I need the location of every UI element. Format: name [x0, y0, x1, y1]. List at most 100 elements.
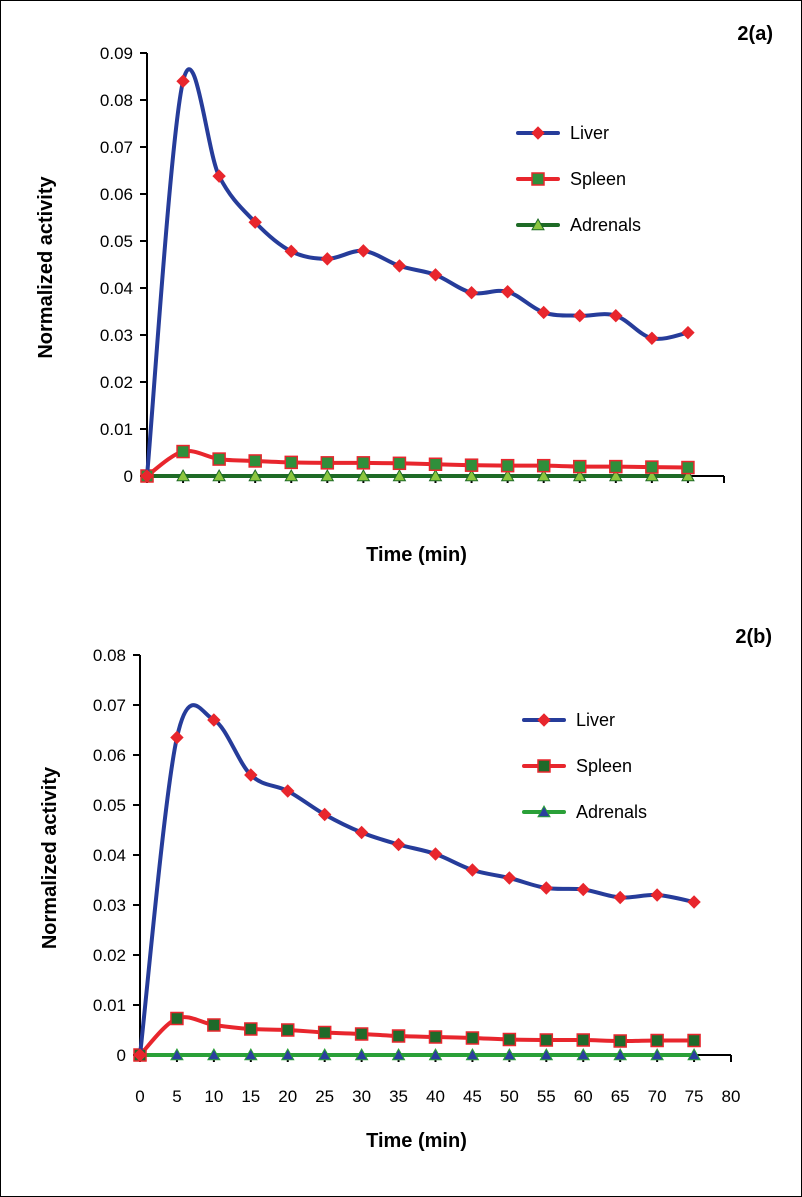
x-tick-label: 60	[574, 1087, 593, 1106]
data-point-liver	[681, 325, 695, 340]
data-point-liver	[500, 285, 515, 299]
y-axis-title: Normalized activity	[35, 175, 57, 358]
x-axis-title: Time (min)	[366, 544, 467, 566]
data-point-adrenals	[687, 1047, 701, 1061]
data-point-spleen	[428, 1030, 443, 1044]
data-point-spleen	[687, 1033, 701, 1048]
data-point-spleen	[428, 457, 443, 471]
x-tick-label: 65	[611, 1087, 630, 1106]
data-point-liver	[609, 309, 623, 323]
data-point-spleen	[170, 1011, 184, 1026]
series-line-spleen	[138, 1015, 697, 1057]
legend-marker-adrenals	[537, 804, 551, 818]
x-axis-title: Time (min)	[366, 1130, 467, 1152]
data-point-liver	[176, 74, 190, 88]
y-tick-label: 0.05	[100, 232, 133, 251]
data-point-spleen	[573, 459, 587, 474]
data-point-adrenals	[248, 468, 263, 482]
data-point-liver	[502, 871, 517, 885]
y-tick-label: 0.02	[93, 946, 126, 965]
data-point-adrenals	[502, 1047, 517, 1061]
legend-label-spleen: Spleen	[570, 169, 626, 189]
data-point-adrenals	[681, 468, 695, 482]
legend: Liver Spleen Adrenals	[522, 710, 647, 822]
x-tick-label: 80	[722, 1087, 741, 1106]
data-point-adrenals	[572, 468, 587, 482]
legend-marker-adrenals	[531, 217, 545, 231]
data-point-adrenals	[356, 468, 371, 482]
y-tick-label: 0.04	[93, 846, 126, 865]
data-point-spleen	[392, 456, 407, 471]
data-point-spleen	[539, 1033, 554, 1047]
x-tick-label: 25	[315, 1087, 334, 1106]
data-point-spleen	[645, 460, 659, 474]
x-tick-label: 30	[352, 1087, 371, 1106]
data-point-liver	[536, 305, 551, 320]
panel-label: 2(b)	[735, 626, 772, 648]
x-tick-label: 20	[278, 1087, 297, 1106]
legend-marker-liver	[531, 126, 545, 140]
y-tick-label: 0.02	[100, 373, 133, 392]
data-point-adrenals	[320, 468, 335, 482]
legend: Liver Spleen Adrenals	[516, 123, 641, 235]
data-point-liver	[428, 847, 443, 861]
data-point-spleen	[317, 1025, 332, 1040]
data-point-adrenals	[354, 1047, 369, 1061]
x-tick-label: 5	[172, 1087, 181, 1106]
series-spleen	[140, 444, 695, 483]
data-point-adrenals	[645, 468, 659, 482]
y-tick-label: 0.07	[100, 138, 133, 157]
data-point-liver	[207, 713, 221, 727]
data-point-spleen	[391, 1029, 406, 1043]
panel-label: 2(a)	[737, 23, 773, 45]
data-point-spleen	[500, 458, 515, 473]
data-point-spleen	[536, 458, 551, 473]
data-point-spleen	[613, 1034, 627, 1048]
y-tick-label: 0.04	[100, 279, 133, 298]
data-point-adrenals	[536, 468, 551, 482]
y-axis-title: Normalized activity	[39, 766, 61, 949]
data-point-adrenals	[284, 468, 299, 482]
data-point-liver	[465, 863, 480, 877]
data-point-liver	[212, 169, 226, 183]
data-point-adrenals	[207, 1047, 221, 1061]
legend-label-liver: Liver	[576, 710, 615, 730]
data-point-liver	[576, 882, 590, 897]
data-point-spleen	[356, 456, 371, 470]
data-point-spleen	[281, 1023, 295, 1037]
data-point-adrenals	[212, 468, 226, 482]
y-tick-label: 0.08	[93, 646, 126, 665]
data-point-spleen	[681, 460, 695, 475]
data-point-adrenals	[391, 1047, 406, 1061]
data-point-liver	[284, 244, 298, 259]
data-point-liver	[392, 259, 407, 273]
data-point-liver	[428, 268, 443, 282]
x-tick-label: 55	[537, 1087, 556, 1106]
y-tick-label: 0.05	[93, 796, 126, 815]
y-tick-label: 0.01	[93, 996, 126, 1015]
data-point-liver	[170, 730, 184, 745]
series-adrenals	[140, 468, 695, 482]
data-point-liver	[133, 1048, 147, 1062]
data-point-spleen	[248, 454, 262, 468]
legend-marker-liver	[537, 713, 551, 727]
x-tick-label: 15	[241, 1087, 260, 1106]
data-point-liver	[140, 469, 154, 483]
data-point-liver	[317, 807, 332, 822]
x-tick-label: 40	[426, 1087, 445, 1106]
legend-marker-spleen	[537, 759, 551, 773]
data-point-liver	[320, 252, 335, 266]
data-point-adrenals	[428, 468, 443, 482]
series-adrenals	[133, 1047, 701, 1061]
data-point-adrenals	[243, 1047, 258, 1061]
data-point-adrenals	[280, 1047, 295, 1061]
data-point-spleen	[320, 456, 335, 470]
data-point-adrenals	[576, 1047, 591, 1061]
x-tick-label: 10	[204, 1087, 223, 1106]
y-tick-label: 0.09	[100, 44, 133, 63]
data-point-adrenals	[176, 468, 190, 482]
data-point-adrenals	[317, 1047, 332, 1061]
y-tick-label: 0.06	[100, 185, 133, 204]
data-point-liver	[391, 837, 406, 852]
x-tick-label: 35	[389, 1087, 408, 1106]
